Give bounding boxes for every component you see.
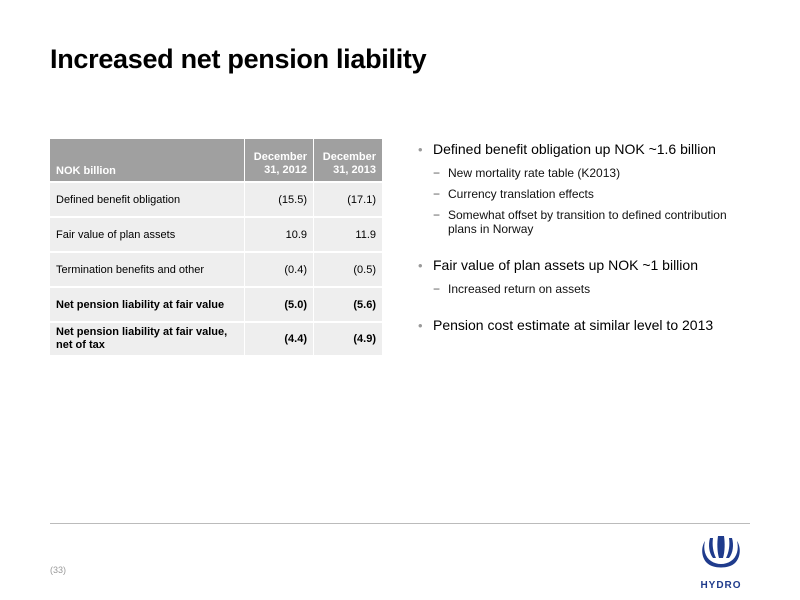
- bullet-list: • Defined benefit obligation up NOK ~1.6…: [418, 141, 758, 334]
- table-header-row: NOK billion December 31, 2012 December 3…: [50, 139, 382, 182]
- row-value-2012: 10.9: [244, 216, 314, 252]
- bullet-text: Defined benefit obligation up NOK ~1.6 b…: [433, 141, 716, 157]
- hydro-logo-icon: HYDRO: [700, 536, 741, 591]
- sub-bullet-item: − Currency translation effects: [433, 187, 758, 201]
- row-value-2013: (0.5): [313, 251, 382, 287]
- row-value-2012: (15.5): [244, 181, 314, 217]
- row-value-2012: (4.4): [244, 321, 314, 355]
- bullet-text: Pension cost estimate at similar level t…: [433, 317, 714, 333]
- table-row: Net pension liability at fair value (5.0…: [50, 286, 382, 322]
- sub-bullet-item: − Increased return on assets: [433, 282, 758, 296]
- row-value-2012: (5.0): [244, 286, 314, 322]
- bullet-item: • Defined benefit obligation up NOK ~1.6…: [418, 141, 758, 158]
- row-value-2013: (4.9): [313, 321, 382, 355]
- row-label: Fair value of plan assets: [50, 216, 245, 252]
- sub-bullet-text: New mortality rate table (K2013): [448, 166, 621, 180]
- row-label: Defined benefit obligation: [50, 181, 245, 217]
- row-value-2013: (17.1): [313, 181, 382, 217]
- sub-bullet-text: Increased return on assets: [448, 282, 591, 296]
- bullet-item: • Pension cost estimate at similar level…: [418, 317, 758, 334]
- sub-bullet-item: − New mortality rate table (K2013): [433, 166, 758, 180]
- sub-bullet-list: − Increased return on assets: [433, 282, 758, 296]
- pension-table: NOK billion December 31, 2012 December 3…: [50, 139, 382, 355]
- row-value-2013: (5.6): [313, 286, 382, 322]
- row-label: Termination benefits and other: [50, 251, 245, 287]
- page-number: (33): [50, 565, 67, 575]
- row-value-2012: (0.4): [244, 251, 314, 287]
- header-2013: December 31, 2013: [313, 139, 382, 182]
- row-label: Net pension liability at fair value, net…: [50, 321, 245, 355]
- dash-icon: −: [433, 282, 441, 296]
- logo-text: HYDRO: [700, 580, 741, 591]
- sub-bullet-text: Somewhat offset by transition to defined…: [448, 208, 727, 236]
- table-row: Defined benefit obligation (15.5) (17.1): [50, 181, 382, 217]
- sub-bullet-list: − New mortality rate table (K2013) − Cur…: [433, 166, 758, 236]
- table-row: Fair value of plan assets 10.9 11.9: [50, 216, 382, 252]
- bullet-item: • Fair value of plan assets up NOK ~1 bi…: [418, 257, 758, 274]
- dash-icon: −: [433, 208, 441, 222]
- bullet-dot-icon: •: [418, 318, 423, 333]
- dash-icon: −: [433, 166, 441, 180]
- header-label: NOK billion: [50, 139, 245, 182]
- bullet-dot-icon: •: [418, 142, 423, 157]
- bullet-dot-icon: •: [418, 258, 423, 273]
- dash-icon: −: [433, 187, 441, 201]
- row-label: Net pension liability at fair value: [50, 286, 245, 322]
- page-title: Increased net pension liability: [50, 44, 427, 74]
- header-2012: December 31, 2012: [244, 139, 314, 182]
- row-value-2013: 11.9: [313, 216, 382, 252]
- table-row: Net pension liability at fair value, net…: [50, 321, 382, 355]
- sub-bullet-item: − Somewhat offset by transition to defin…: [433, 208, 758, 236]
- sub-bullet-text: Currency translation effects: [448, 187, 594, 201]
- bullet-text: Fair value of plan assets up NOK ~1 bill…: [433, 257, 698, 273]
- table-row: Termination benefits and other (0.4) (0.…: [50, 251, 382, 287]
- footer-divider: [50, 523, 750, 524]
